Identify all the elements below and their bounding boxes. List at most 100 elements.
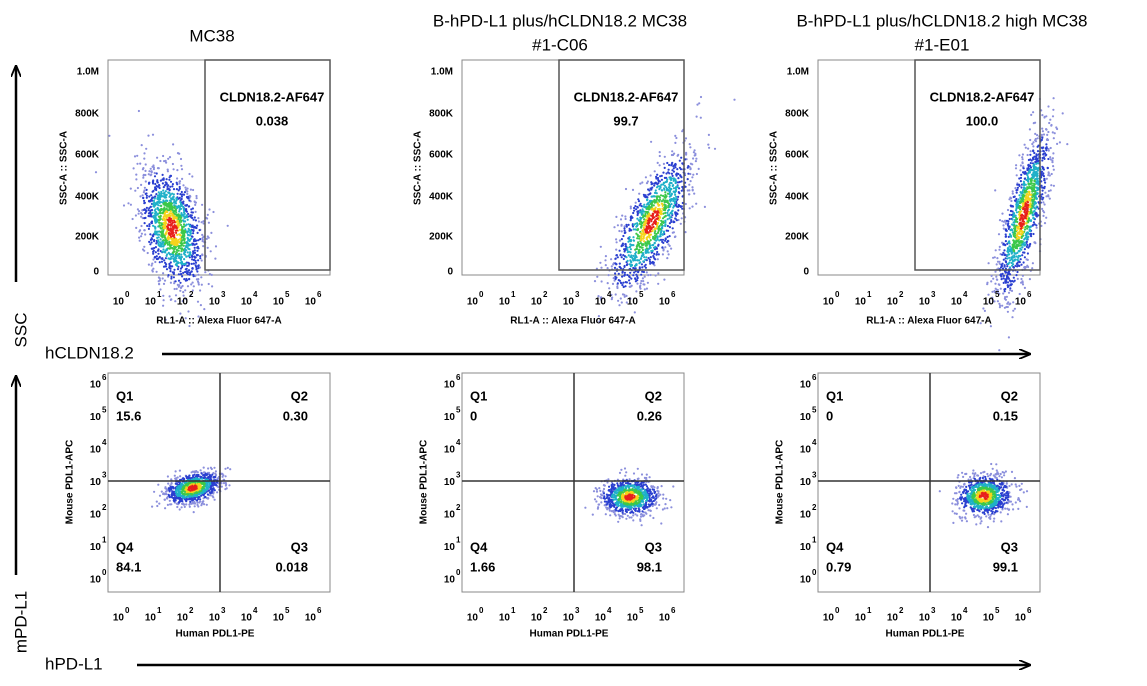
event-dot xyxy=(658,196,662,199)
event-dot xyxy=(654,211,657,214)
event-dot xyxy=(192,510,195,514)
event-dot xyxy=(182,200,185,203)
event-dot xyxy=(127,202,130,205)
event-dot xyxy=(632,514,635,517)
event-dot xyxy=(634,205,637,208)
event-dot xyxy=(146,251,149,255)
event-dot xyxy=(192,252,195,255)
event-dot xyxy=(195,194,198,198)
event-dot xyxy=(158,255,161,259)
event-dot xyxy=(693,192,696,195)
y-tick-label: 1.0M xyxy=(431,67,453,78)
event-dot xyxy=(654,230,657,233)
event-dot xyxy=(653,170,656,173)
event-dot xyxy=(192,262,195,265)
event-dot xyxy=(1061,112,1064,115)
event-dot xyxy=(136,208,139,211)
event-dot xyxy=(662,162,666,165)
event-dot xyxy=(170,277,173,280)
y-tick-label: 6 xyxy=(456,373,461,382)
event-dot xyxy=(693,149,696,152)
event-dot xyxy=(1047,105,1050,108)
event-dot xyxy=(670,164,673,167)
event-dot xyxy=(599,261,602,264)
event-dot xyxy=(1005,280,1008,283)
event-dot xyxy=(627,254,630,257)
event-dot xyxy=(1000,264,1004,268)
event-dot xyxy=(600,280,603,283)
event-dot xyxy=(1023,143,1026,146)
event-dot xyxy=(1058,141,1061,144)
event-dot xyxy=(135,226,138,229)
event-dot xyxy=(641,243,645,246)
event-dot xyxy=(190,235,193,238)
event-dot xyxy=(1041,159,1044,162)
event-dot xyxy=(170,482,173,485)
event-dot xyxy=(1033,151,1036,155)
event-dot xyxy=(158,277,161,280)
event-dot xyxy=(186,192,189,195)
event-dot xyxy=(624,187,628,191)
event-dot xyxy=(144,233,147,236)
event-dot xyxy=(633,311,636,314)
event-dot xyxy=(658,180,662,183)
event-dot xyxy=(689,168,692,171)
x-tick-label: 6 xyxy=(317,290,322,299)
y-tick-label: 400K xyxy=(75,192,100,203)
event-dot xyxy=(1051,115,1055,118)
event-dot xyxy=(650,140,653,143)
event-dot xyxy=(131,217,134,221)
event-dot xyxy=(134,189,137,192)
event-dot xyxy=(623,271,627,274)
event-dot xyxy=(181,502,184,505)
event-dot xyxy=(186,187,189,190)
event-dot xyxy=(1043,203,1046,206)
event-dot xyxy=(1043,222,1047,225)
event-dot xyxy=(1019,164,1023,167)
event-dot xyxy=(149,167,152,170)
event-dot xyxy=(185,495,188,498)
event-dot xyxy=(154,251,157,254)
event-dot xyxy=(192,188,195,192)
event-dot xyxy=(170,298,173,301)
y-tick-label: 10 xyxy=(90,542,102,553)
event-dot xyxy=(686,166,689,169)
event-dot xyxy=(1045,195,1048,198)
event-dot xyxy=(1047,189,1050,193)
event-dot xyxy=(199,498,202,501)
event-dot xyxy=(163,279,167,282)
row-x-label: hPD-L1 xyxy=(45,654,103,673)
event-dot xyxy=(640,263,644,266)
event-dot xyxy=(611,282,615,285)
y-tick-label: 10 xyxy=(90,510,102,521)
event-dot xyxy=(625,471,628,474)
event-dot xyxy=(629,251,632,254)
event-dot xyxy=(158,186,161,190)
event-dot xyxy=(636,282,639,285)
event-dot xyxy=(1041,114,1044,117)
event-dot xyxy=(174,300,177,303)
event-dot xyxy=(143,152,146,155)
event-dot xyxy=(141,209,144,212)
event-dot xyxy=(663,201,666,204)
event-dot xyxy=(993,256,996,259)
event-dot xyxy=(1004,240,1008,243)
event-dot xyxy=(159,159,162,163)
event-dot xyxy=(159,198,162,201)
event-dot xyxy=(155,270,158,273)
event-dot xyxy=(188,199,191,202)
event-dot xyxy=(615,241,618,244)
event-dot xyxy=(672,187,676,190)
event-dot xyxy=(1006,310,1010,313)
event-dot xyxy=(688,183,691,186)
y-tick-label: 5 xyxy=(102,406,107,415)
event-dot xyxy=(658,503,661,507)
event-dot xyxy=(692,151,696,154)
event-dot xyxy=(606,267,609,270)
event-dot xyxy=(1027,147,1030,150)
event-dot xyxy=(192,232,195,235)
event-dot xyxy=(202,500,205,503)
event-dot xyxy=(636,229,639,232)
x-tick-label: 10 xyxy=(563,613,575,624)
event-dot xyxy=(1050,184,1053,187)
